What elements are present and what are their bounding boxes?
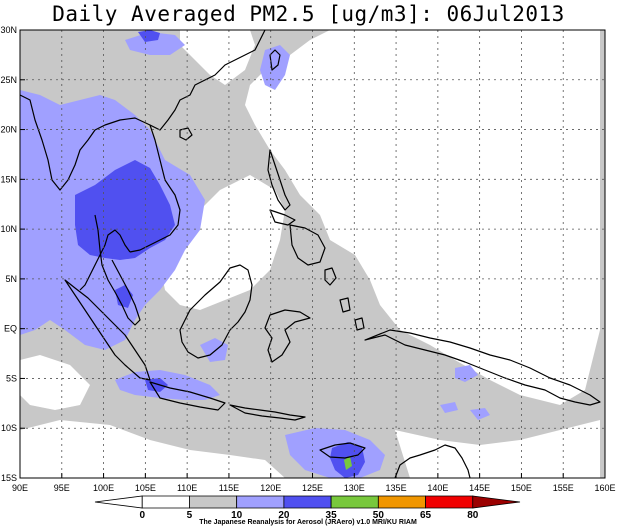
lon-tick-label: 100E	[93, 483, 114, 493]
colorbar-swatch	[94, 495, 143, 509]
map-title: Daily Averaged PM2.5 [ug/m3]: 06Jul2013	[52, 2, 565, 26]
field-lightblue-patch-d	[440, 402, 458, 413]
coast-malay-peninsula	[94, 214, 141, 326]
colorbar-level-label: 5	[187, 510, 193, 521]
lon-tick-label: 115E	[219, 483, 239, 493]
coast-philippines-mindanao	[289, 224, 326, 266]
colorbar-level-label: 20	[278, 510, 290, 521]
coast-sumatra	[64, 279, 151, 381]
colorbar-level-label: 0	[139, 510, 145, 521]
field-white-south-east	[395, 420, 600, 478]
field-white-southwest	[20, 420, 285, 478]
colorbar: 0 5 10 20 35 50 65 80	[94, 495, 521, 521]
lat-tick-label: 15N	[0, 174, 17, 184]
colorbar-swatch	[236, 495, 285, 509]
colorbar-credit: The Japanese Reanalysis for Aerosol (JRA…	[199, 519, 417, 526]
lon-tick-label: 130E	[344, 483, 365, 493]
lon-tick-label: 120E	[260, 483, 281, 493]
colorbar-level-label: 35	[326, 510, 338, 521]
latitude-labels: 30N 25N 20N 15N 10N 5N EQ 5S 10S 15S	[0, 25, 17, 483]
lon-tick-label: 125E	[302, 483, 323, 493]
coast-indochina-east	[129, 124, 181, 253]
gridlines	[19, 29, 606, 479]
coast-java	[149, 381, 226, 411]
map-frame	[19, 29, 606, 479]
colorbar-swatch	[330, 495, 379, 509]
lat-tick-label: 30N	[0, 25, 17, 35]
coastlines	[19, 29, 601, 479]
coast-lesser-sunda	[229, 404, 306, 421]
colorbar-level-label: 50	[373, 510, 385, 521]
colorbar-level-label: 80	[467, 510, 479, 521]
lat-tick-label: 15S	[1, 473, 17, 483]
coast-maluku	[324, 267, 365, 331]
lat-tick-label: 5N	[5, 274, 17, 284]
coast-philippines-luzon	[267, 149, 291, 211]
lon-tick-label: 135E	[386, 483, 407, 493]
colorbar-level-label: 10	[231, 510, 243, 521]
lon-tick-label: 145E	[469, 483, 490, 493]
colorbar-swatch	[189, 495, 238, 509]
lat-tick-label: 10N	[0, 224, 17, 234]
lat-tick-label: EQ	[4, 324, 17, 334]
colorbar-swatch	[141, 495, 190, 509]
longitude-labels: 90E 95E 100E 105E 110E 115E 120E 125E 130E 135E 14…	[12, 483, 616, 493]
field-white-ocean-top	[180, 30, 255, 85]
colorbar-swatch	[377, 495, 426, 509]
colorbar-level-label: 65	[420, 510, 432, 521]
lon-tick-label: 140E	[427, 483, 448, 493]
field-white-southwest-2	[20, 355, 90, 410]
coast-philippines-visayas	[269, 209, 296, 226]
coast-australia-north	[394, 444, 471, 479]
colorbar-swatch	[472, 495, 521, 509]
colorbar-swatch	[425, 495, 474, 509]
lat-tick-label: 5S	[6, 373, 17, 383]
lon-tick-label: 110E	[177, 483, 197, 493]
lon-tick-label: 155E	[553, 483, 574, 493]
coast-sulawesi	[264, 309, 311, 363]
field-darkblue-north	[138, 30, 160, 42]
coast-borneo	[179, 264, 253, 359]
coast-timor	[319, 442, 366, 459]
lat-tick-label: 25N	[0, 75, 17, 85]
lon-tick-label: 95E	[54, 483, 70, 493]
field-white-ocean-east	[245, 30, 600, 405]
coast-hainan	[179, 127, 193, 141]
lat-tick-label: 20N	[0, 125, 17, 135]
coast-new-guinea	[364, 329, 601, 406]
lon-tick-label: 105E	[135, 483, 156, 493]
field-green-spot	[344, 456, 352, 470]
lon-tick-label: 90E	[12, 483, 28, 493]
field-white-sea-center	[160, 175, 285, 310]
colorbar-swatch	[283, 495, 332, 509]
field-darkblue-indochina	[75, 160, 175, 260]
coast-mainland-asia	[19, 29, 266, 191]
field-darkblue-java	[145, 378, 168, 392]
field-lightblue-north	[125, 32, 185, 55]
lon-tick-label: 160E	[594, 483, 615, 493]
coast-gulf-thailand	[79, 229, 131, 291]
lat-tick-label: 10S	[1, 423, 17, 433]
field-lightblue-patch-b	[455, 365, 478, 382]
coast-taiwan	[269, 49, 281, 71]
lon-tick-label: 150E	[511, 483, 532, 493]
